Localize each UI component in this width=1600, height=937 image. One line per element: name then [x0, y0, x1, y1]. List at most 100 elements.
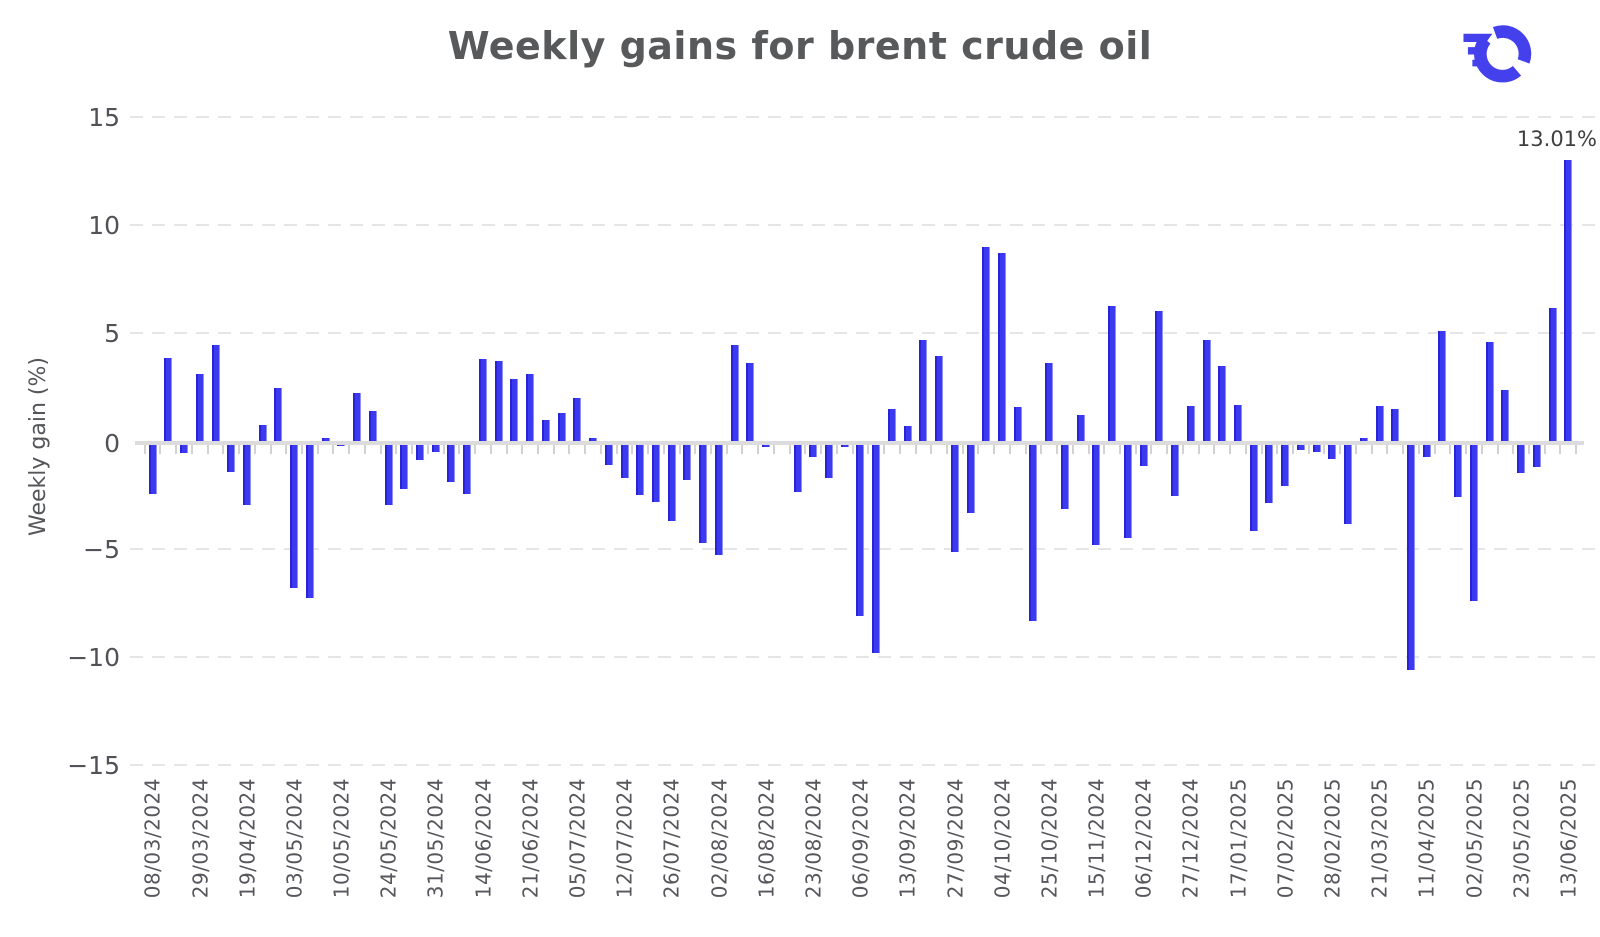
bar[interactable]	[180, 441, 189, 453]
bar[interactable]	[211, 345, 220, 441]
x-axis-tick	[1276, 445, 1279, 454]
bar[interactable]	[1469, 441, 1478, 602]
bar[interactable]	[510, 379, 519, 441]
bar[interactable]	[541, 420, 550, 441]
bar[interactable]	[1171, 441, 1180, 497]
x-axis-tick	[1527, 445, 1530, 454]
bar[interactable]	[384, 441, 393, 505]
bar[interactable]	[1485, 341, 1494, 441]
bar[interactable]	[195, 373, 204, 441]
bar[interactable]	[431, 441, 440, 452]
bar[interactable]	[636, 441, 645, 496]
bar[interactable]	[1438, 330, 1447, 441]
bar[interactable]	[478, 358, 487, 441]
bar[interactable]	[966, 441, 975, 514]
bar[interactable]	[746, 363, 755, 441]
bar[interactable]	[667, 441, 676, 522]
bar[interactable]	[1407, 441, 1415, 671]
bar[interactable]	[589, 438, 598, 441]
bar[interactable]	[557, 412, 566, 441]
bar[interactable]	[400, 441, 409, 489]
bar[interactable]	[1233, 405, 1242, 441]
bar[interactable]	[1517, 441, 1526, 474]
max-bar-annotation: 13.01%	[1516, 127, 1597, 151]
bar[interactable]	[1123, 441, 1132, 539]
bar[interactable]	[1501, 390, 1510, 441]
bar[interactable]	[919, 340, 928, 441]
bar[interactable]	[699, 441, 708, 543]
bar[interactable]	[227, 441, 236, 473]
x-axis-tick	[1449, 445, 1452, 454]
bar[interactable]	[353, 393, 362, 441]
x-axis-tick	[458, 445, 461, 454]
bar[interactable]	[1218, 366, 1227, 441]
bar[interactable]	[416, 441, 424, 461]
bar[interactable]	[982, 247, 991, 441]
bar[interactable]	[1454, 441, 1463, 498]
bar[interactable]	[368, 410, 377, 441]
bar[interactable]	[1281, 441, 1290, 487]
x-axis-tick	[883, 445, 886, 454]
bar[interactable]	[1312, 441, 1321, 452]
bar[interactable]	[950, 441, 959, 553]
bar[interactable]	[651, 441, 660, 502]
bar[interactable]	[463, 441, 472, 494]
bar[interactable]	[1139, 441, 1148, 466]
bar[interactable]	[887, 408, 896, 441]
bar[interactable]	[1265, 441, 1274, 503]
bar[interactable]	[1092, 441, 1101, 545]
bar[interactable]	[1564, 159, 1573, 441]
bar[interactable]	[1359, 437, 1368, 441]
bar[interactable]	[573, 397, 582, 441]
bar[interactable]	[1202, 340, 1211, 441]
bar[interactable]	[730, 344, 739, 441]
bar[interactable]	[1186, 406, 1195, 441]
bar[interactable]	[1548, 307, 1557, 441]
bar[interactable]	[809, 441, 818, 458]
bar[interactable]	[620, 441, 629, 478]
bar[interactable]	[447, 441, 456, 483]
x-tick-label-text: 11/04/2025	[1414, 778, 1439, 899]
bar[interactable]	[1391, 408, 1400, 441]
x-axis-tick	[1166, 445, 1169, 454]
bar[interactable]	[1155, 311, 1164, 441]
bar[interactable]	[1328, 441, 1337, 460]
bar[interactable]	[305, 441, 314, 598]
bar[interactable]	[274, 388, 283, 441]
bar[interactable]	[872, 441, 881, 653]
bar[interactable]	[856, 441, 865, 617]
bar[interactable]	[526, 373, 535, 441]
bar[interactable]	[998, 252, 1007, 441]
bar[interactable]	[148, 441, 157, 494]
bar[interactable]	[258, 424, 267, 441]
bar[interactable]	[1296, 441, 1305, 450]
bar[interactable]	[793, 441, 802, 492]
bar[interactable]	[604, 441, 613, 465]
bar[interactable]	[1045, 363, 1054, 441]
x-tick-label-text: 16/08/2024	[754, 778, 779, 899]
bar[interactable]	[494, 360, 503, 441]
bar[interactable]	[1076, 415, 1085, 441]
bar[interactable]	[1375, 406, 1384, 441]
bar[interactable]	[1060, 441, 1069, 510]
x-axis-tick	[1087, 445, 1090, 454]
bar[interactable]	[164, 357, 173, 441]
bar[interactable]	[1029, 441, 1038, 621]
bar[interactable]	[290, 441, 299, 589]
x-axis-tick	[426, 445, 429, 454]
bar[interactable]	[903, 425, 912, 441]
bar[interactable]	[935, 355, 944, 441]
bar[interactable]	[714, 441, 723, 555]
bar[interactable]	[1422, 441, 1431, 458]
x-axis-tick	[1543, 445, 1546, 454]
bar[interactable]	[683, 441, 692, 480]
bar[interactable]	[1013, 407, 1022, 441]
bar[interactable]	[1108, 305, 1117, 441]
bar[interactable]	[1249, 441, 1258, 531]
bar[interactable]	[824, 441, 833, 478]
bar[interactable]	[1532, 441, 1541, 467]
bar[interactable]	[321, 437, 330, 441]
bar[interactable]	[242, 441, 251, 505]
x-axis-tick	[159, 445, 162, 454]
bar[interactable]	[1344, 441, 1353, 525]
